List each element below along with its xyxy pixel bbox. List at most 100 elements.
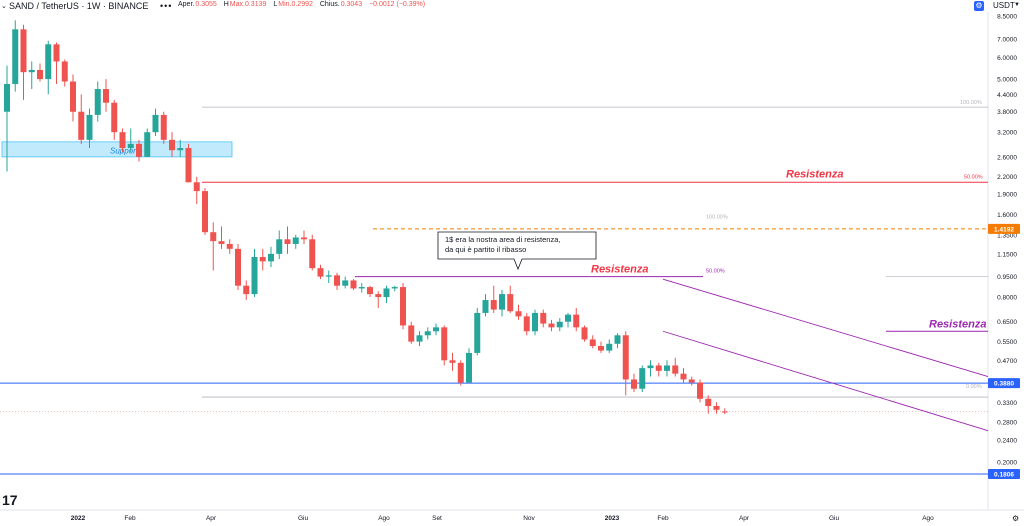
y-tick-label: 3.8000 <box>997 109 1017 116</box>
resistance-label: Resistenza <box>786 168 843 180</box>
y-tick-label: 0.8000 <box>997 295 1017 302</box>
more-icon[interactable]: ••• <box>160 1 173 11</box>
candle-body <box>292 237 299 244</box>
candle-body <box>482 300 489 313</box>
y-tick-label: 0.2800 <box>997 419 1017 426</box>
candle-body <box>416 335 423 342</box>
candle-body <box>259 257 266 262</box>
y-tick-label: 1.6000 <box>997 212 1017 219</box>
y-tick-label: 0.9500 <box>997 274 1017 281</box>
tradingview-logo-icon: 17 <box>2 492 18 508</box>
y-tick-label: 0.3300 <box>997 400 1017 407</box>
candle-body <box>449 360 456 363</box>
high-value: Max.0.3139 <box>229 1 267 8</box>
candle-body <box>202 191 208 233</box>
low-value: Min.0.2992 <box>278 1 313 8</box>
candle-body <box>358 287 365 289</box>
candle-body <box>499 294 505 310</box>
candle-body <box>185 148 192 183</box>
resistance-label: Resistenza <box>929 318 986 330</box>
price-tag-label: 1.4192 <box>994 226 1014 233</box>
price-tag <box>988 378 1020 389</box>
candle-body <box>350 280 357 289</box>
candle-body <box>4 83 10 112</box>
candle-body <box>301 237 307 240</box>
gear-icon[interactable]: ⚙ <box>974 1 984 11</box>
candle-body <box>688 379 695 383</box>
open-label: Aper. <box>178 1 195 8</box>
candle-body <box>672 365 679 374</box>
ohlc-readout: Aper.0.3055 HMax.0.3139 LMin.0.2992 Chiu… <box>178 1 430 8</box>
candle-body <box>284 239 291 244</box>
x-tick-label: Feb <box>657 515 669 522</box>
candle-body <box>408 325 415 342</box>
candle-body <box>317 268 324 277</box>
chevron-down-icon[interactable]: ▼ <box>1014 2 1020 8</box>
y-tick-label: 1.9000 <box>997 192 1017 199</box>
candle-body <box>705 398 712 407</box>
candle-body <box>61 61 68 82</box>
candle-body <box>655 365 662 371</box>
candle-body <box>565 314 571 322</box>
x-tick-label: Apr <box>739 515 750 522</box>
x-tick-label: Feb <box>124 515 136 522</box>
y-tick-label: 0.2400 <box>997 438 1017 445</box>
price-tag <box>988 223 1020 234</box>
chevron-down-icon[interactable]: ⌄ <box>1 3 7 10</box>
candle-body <box>400 287 406 326</box>
x-tick-label: Ago <box>922 515 934 522</box>
open-value: 0.3055 <box>195 1 217 8</box>
candle-body <box>523 316 530 332</box>
y-tick-label: 0.4700 <box>997 358 1017 365</box>
candle-body <box>664 365 670 371</box>
candle-body <box>70 81 76 112</box>
x-tick-label: Set <box>432 515 442 522</box>
y-tick-label: 5.0000 <box>997 77 1017 84</box>
x-tick-label: 2023 <box>605 515 620 522</box>
symbol-title[interactable]: SAND / TetherUS · 1W · BINANCE <box>9 1 149 11</box>
y-tick-label: 4.4000 <box>997 92 1017 99</box>
price-axis <box>988 12 1024 510</box>
candle-body <box>94 89 101 115</box>
candle-body <box>12 29 19 84</box>
candle-body <box>28 69 35 73</box>
x-tick-label: Ago <box>378 515 390 522</box>
candle-body <box>457 362 464 383</box>
candle-body <box>639 368 646 389</box>
fib-label: 100.00% <box>960 100 982 106</box>
candle-body <box>474 312 481 353</box>
candle-body <box>45 44 52 80</box>
candle-body <box>169 139 175 151</box>
y-tick-label: 2.6000 <box>997 154 1017 161</box>
candle-body <box>111 102 118 133</box>
x-tick-label: Apr <box>206 515 217 522</box>
candle-body <box>218 241 225 244</box>
price-tag-label: 0.1806 <box>994 472 1014 479</box>
candle-body <box>697 382 703 399</box>
candle-body <box>53 44 60 62</box>
candle-body <box>226 243 233 249</box>
channel-lower-line <box>662 330 989 432</box>
candle-body <box>210 232 217 242</box>
fib-label: 50.00% <box>706 269 725 275</box>
price-tag <box>988 469 1020 480</box>
candle-body <box>515 311 522 317</box>
candle-body <box>614 335 621 344</box>
currency-selector[interactable]: USDT <box>993 1 1015 10</box>
high-label: H <box>223 1 229 8</box>
candle-body <box>309 239 316 269</box>
candle-body <box>375 294 382 298</box>
candle-body <box>342 280 349 286</box>
fib-label: 100.00% <box>706 214 728 220</box>
x-tick-label: Giu <box>829 515 840 522</box>
callout-text: 1$ era la nostra area di resistenza, <box>445 235 560 244</box>
candle-body <box>268 253 274 262</box>
candle-body <box>680 373 687 380</box>
channel-upper-line <box>662 278 989 377</box>
candle-body <box>119 132 126 149</box>
candle-body <box>532 312 538 332</box>
callout-box <box>437 231 597 271</box>
candle-body <box>193 182 200 192</box>
candle-body <box>713 406 720 410</box>
